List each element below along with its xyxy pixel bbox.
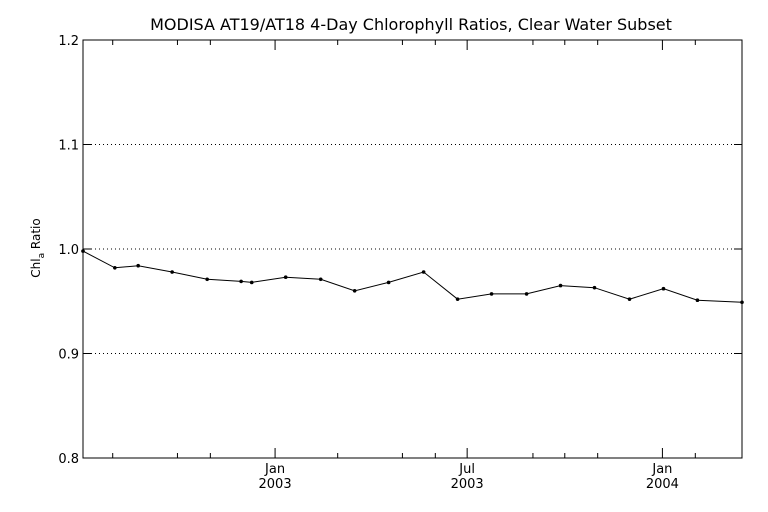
y-axis-label-main: Chl: [29, 258, 43, 277]
data-point: [524, 292, 529, 296]
series-line: [82, 250, 743, 303]
y-axis-label-subscript: a: [37, 253, 47, 259]
chart-title: MODISA AT19/AT18 4-Day Chlorophyll Ratio…: [150, 15, 672, 34]
data-point: [386, 280, 391, 285]
data-point: [283, 275, 288, 280]
y-tick-label: 0.8: [58, 452, 79, 467]
svg-text:Chla Ratio: Chla Ratio: [29, 218, 47, 277]
x-tick-label-year: 2004: [646, 477, 679, 492]
data-point: [421, 270, 426, 274]
data-point: [205, 277, 209, 282]
data-point: [81, 249, 85, 253]
data-point: [249, 280, 254, 285]
x-tick-label-year: 2003: [259, 477, 292, 492]
series: [81, 249, 744, 305]
data-point: [113, 266, 117, 270]
data-point: [661, 286, 666, 291]
y-tick-label: 1.2: [58, 34, 79, 49]
data-point: [489, 292, 494, 296]
x-tick-label-month: Jan: [651, 462, 672, 477]
data-point: [455, 297, 460, 301]
y-tick-label: 1.0: [58, 243, 79, 258]
data-point: [592, 285, 597, 290]
data-point: [170, 270, 174, 274]
x-tick-label-month: Jan: [264, 462, 285, 477]
data-point: [352, 289, 357, 293]
y-tick-label: 1.1: [58, 139, 79, 154]
x-tick-label-month: Jul: [458, 462, 475, 477]
y-tick-label: 0.9: [58, 348, 79, 363]
y-axis-label-suffix: Ratio: [29, 218, 43, 253]
data-point: [558, 283, 563, 288]
data-point: [136, 263, 140, 268]
data-point: [627, 297, 632, 301]
data-point: [695, 298, 700, 303]
y-axis-label: Chla Ratio: [29, 218, 47, 277]
data-point: [318, 277, 323, 282]
gridlines: [83, 144, 742, 354]
data-point: [239, 279, 243, 284]
data-point: [740, 300, 744, 305]
x-tick-label-year: 2003: [451, 477, 484, 492]
